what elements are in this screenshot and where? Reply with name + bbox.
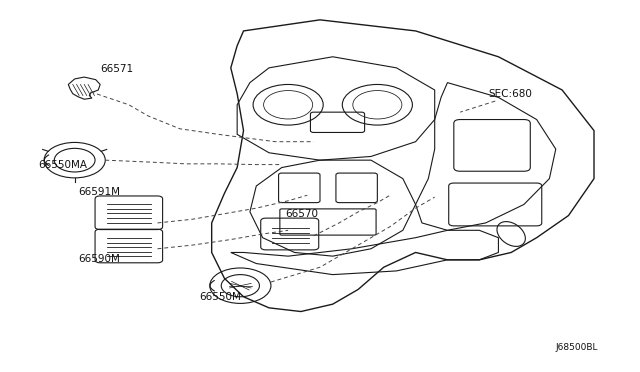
Text: 66591M: 66591M — [78, 187, 120, 197]
Text: J68500BL: J68500BL — [556, 343, 598, 352]
Text: 66550M: 66550M — [199, 292, 241, 302]
Text: 66590M: 66590M — [78, 254, 120, 264]
Text: 66570: 66570 — [285, 209, 318, 219]
Text: 66550MA: 66550MA — [38, 160, 87, 170]
Text: 66571: 66571 — [100, 64, 133, 74]
Text: SEC:680: SEC:680 — [489, 89, 532, 99]
